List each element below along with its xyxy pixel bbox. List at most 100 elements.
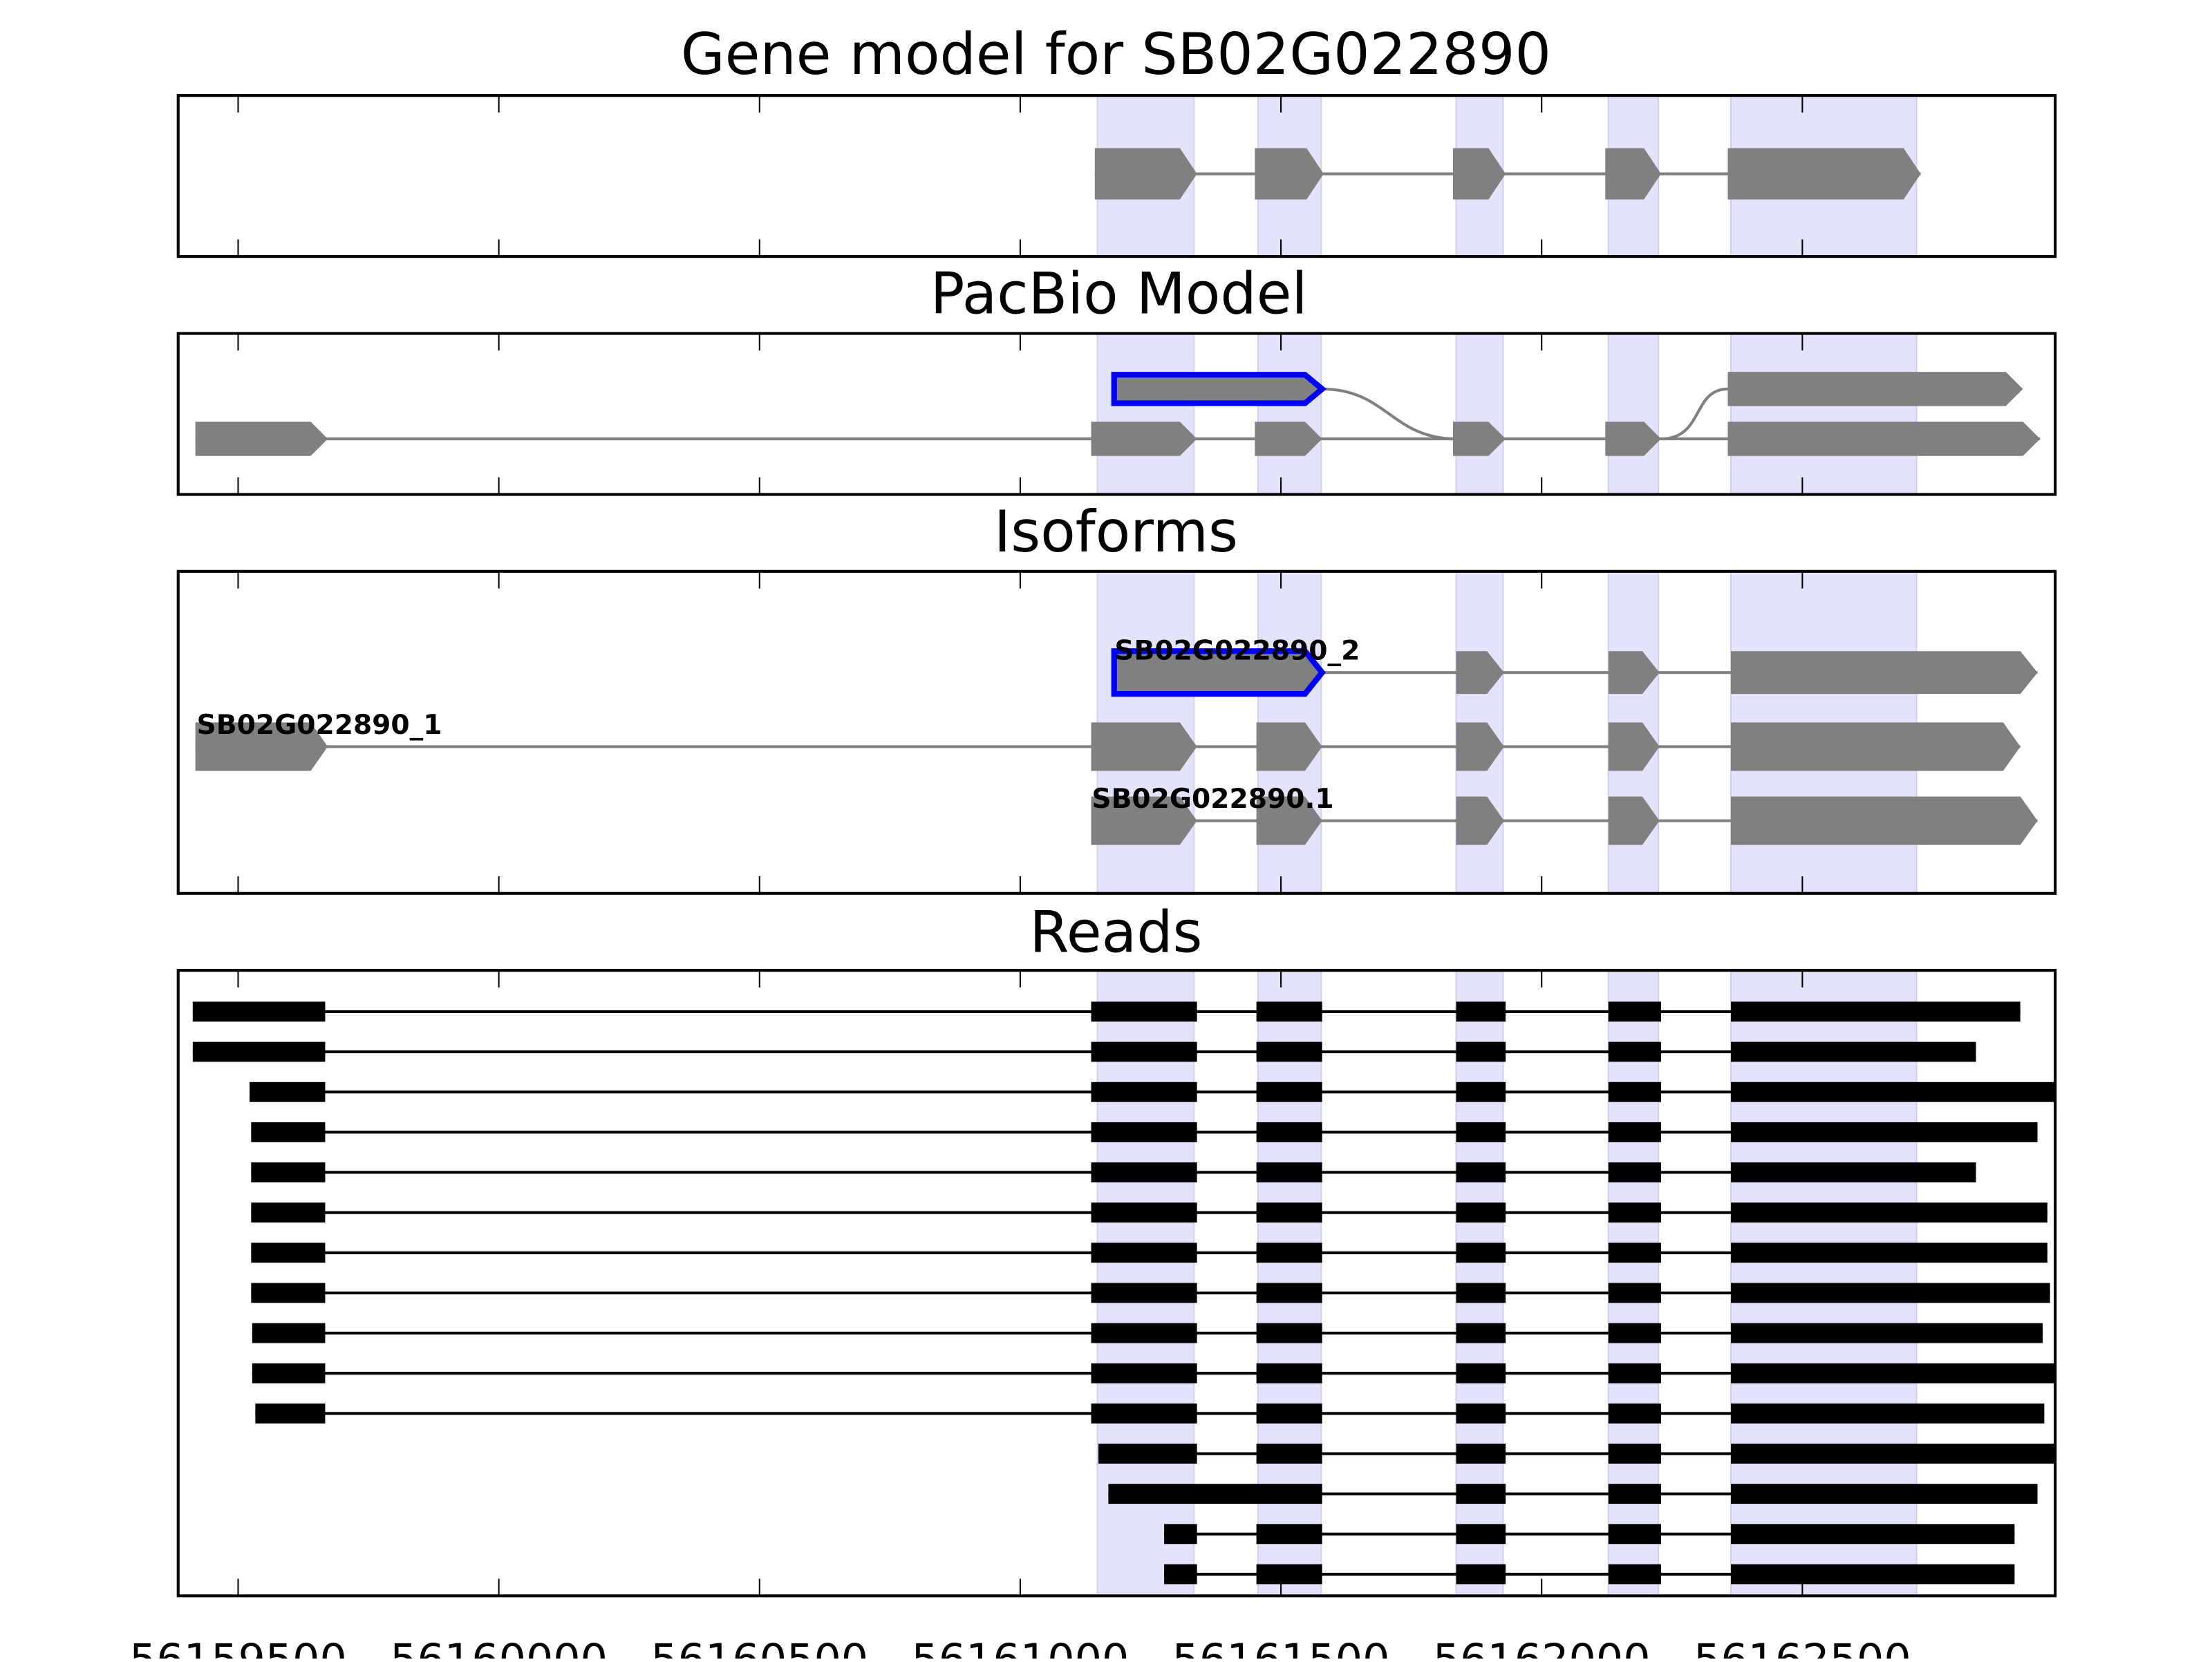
read-exon xyxy=(1608,1122,1661,1142)
read-exon xyxy=(1731,1283,2050,1303)
title-isoforms: Isoforms xyxy=(994,499,1238,565)
x-tick-labels: 56159500 56160000 56160500 56161000 5616… xyxy=(129,1635,1911,1662)
exon xyxy=(1111,648,1326,697)
read-exon xyxy=(1256,1041,1322,1062)
exon xyxy=(1094,148,1197,200)
isoform-label: SB02G022890_1 xyxy=(197,710,442,741)
read-exon xyxy=(1608,1444,1661,1464)
exon xyxy=(1731,722,2021,771)
read-exon xyxy=(1456,1001,1506,1022)
read-exon xyxy=(251,1162,326,1182)
read-exon xyxy=(1091,1283,1197,1303)
exon xyxy=(195,422,328,456)
highlight-region xyxy=(1455,332,1504,495)
exon xyxy=(1605,148,1661,200)
exon xyxy=(1608,722,1660,771)
x-tick-label: 56162000 xyxy=(1433,1635,1651,1659)
read-exon xyxy=(192,1001,326,1022)
x-tick-label: 56161000 xyxy=(912,1635,1130,1659)
read-exon xyxy=(1091,1001,1197,1022)
read-exon xyxy=(1731,1403,2045,1424)
read-exon xyxy=(1256,1162,1322,1182)
read-exon xyxy=(1456,1363,1506,1384)
read-exon xyxy=(1256,1243,1322,1263)
x-tick-label: 56162500 xyxy=(1694,1635,1911,1659)
read-exon xyxy=(1256,1082,1322,1102)
highlight-region xyxy=(1730,332,1918,495)
exon xyxy=(1111,372,1327,406)
read-exon xyxy=(251,1122,326,1142)
read-exon xyxy=(1256,1403,1322,1424)
read-exon xyxy=(250,1082,326,1102)
read-exon xyxy=(252,1323,326,1343)
read-exon xyxy=(1456,1202,1506,1223)
read-exon xyxy=(1456,1283,1506,1303)
read-exon xyxy=(1456,1082,1506,1102)
read-exon xyxy=(1731,1162,1976,1182)
title-reads: Reads xyxy=(1029,899,1202,965)
read-exon xyxy=(1456,1484,1506,1504)
read-exon xyxy=(1608,1202,1661,1223)
read-exon xyxy=(1456,1122,1506,1142)
read-exon xyxy=(1731,1564,2015,1585)
axes-frame xyxy=(176,94,2057,258)
x-tick-label: 56160500 xyxy=(650,1635,868,1659)
read-exon xyxy=(1608,1082,1661,1102)
highlight-region xyxy=(1607,332,1660,495)
read-exon xyxy=(1731,1202,2047,1223)
exon xyxy=(1255,422,1322,456)
read-exon xyxy=(1731,1524,2015,1545)
read-exon xyxy=(1608,1162,1661,1182)
read-exon xyxy=(1456,1444,1506,1464)
read-exon xyxy=(251,1202,326,1223)
read-exon xyxy=(1256,1524,1322,1545)
exon xyxy=(1255,148,1324,200)
axes-frame xyxy=(176,332,2057,496)
read-exon xyxy=(1091,1363,1197,1384)
title-gene-model: Gene model for SB02G022890 xyxy=(681,21,1551,88)
x-tick-label: 56161500 xyxy=(1172,1635,1390,1659)
read-exon xyxy=(1731,1323,2043,1343)
read-exon xyxy=(1256,1202,1322,1223)
read-exon xyxy=(1256,1564,1322,1585)
read-exon xyxy=(192,1041,326,1062)
axes-frame xyxy=(176,569,2057,895)
x-tick-label: 56160000 xyxy=(390,1635,608,1659)
read-exon xyxy=(1164,1564,1197,1585)
read-exon xyxy=(1456,1162,1506,1182)
read-exon xyxy=(1091,1162,1197,1182)
exon xyxy=(1727,372,2023,406)
read-exon xyxy=(1091,1323,1197,1343)
read-exon xyxy=(1608,1283,1661,1303)
read-exon xyxy=(1091,1041,1197,1062)
read-exon xyxy=(1091,1122,1197,1142)
read-exon xyxy=(1098,1444,1197,1464)
isoform-label: SB02G022890_2 xyxy=(1114,636,1360,667)
exon xyxy=(1456,796,1504,845)
read-exon xyxy=(1731,1041,1976,1062)
read-exon xyxy=(1731,1363,2054,1384)
read-exon xyxy=(1608,1243,1661,1263)
exon xyxy=(1731,796,2038,845)
junction-curve xyxy=(1322,387,1456,441)
exon xyxy=(1731,651,2038,695)
read-exon xyxy=(1091,1202,1197,1223)
read-exon xyxy=(1256,1444,1322,1464)
read-exon xyxy=(1731,1082,2054,1102)
read-exon xyxy=(1256,1001,1322,1022)
exon xyxy=(1456,722,1504,771)
exon xyxy=(195,722,328,771)
read-exon xyxy=(1608,1484,1661,1504)
read-exon xyxy=(1608,1323,1661,1343)
isoform-labels: SB02G022890_2 SB02G022890_1 SB02G022890.… xyxy=(197,636,1360,815)
exon xyxy=(1091,422,1197,456)
read-exon xyxy=(1091,1243,1197,1263)
read-exon xyxy=(1731,1484,2038,1504)
read-exon xyxy=(1456,1564,1506,1585)
read-exon xyxy=(1456,1403,1506,1424)
read-exon xyxy=(1256,1122,1322,1142)
read-exon xyxy=(1608,1403,1661,1424)
exon xyxy=(1091,722,1197,771)
